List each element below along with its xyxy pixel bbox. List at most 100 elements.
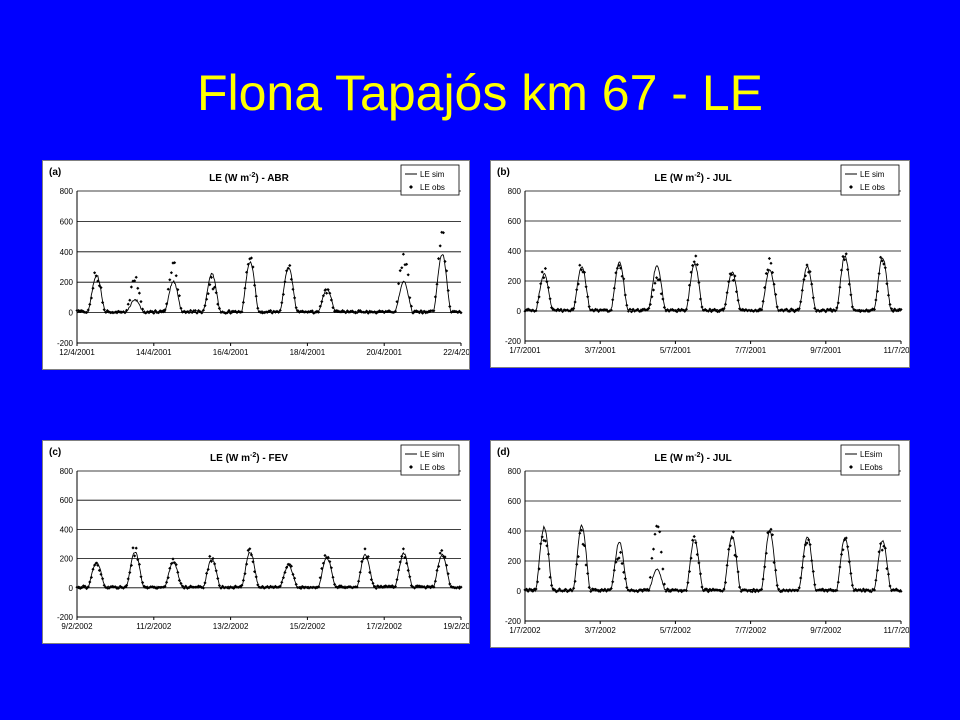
data-point xyxy=(675,310,679,314)
data-point xyxy=(254,294,258,298)
data-point xyxy=(214,291,218,295)
data-point xyxy=(320,300,324,304)
data-point xyxy=(869,308,873,312)
data-point xyxy=(767,529,771,533)
chart-title: LE (W m-2) - FEV xyxy=(210,452,288,464)
data-point xyxy=(225,586,229,590)
data-point xyxy=(882,262,886,266)
data-point xyxy=(240,310,244,314)
data-point xyxy=(325,556,329,560)
data-point xyxy=(615,266,619,270)
x-tick-label: 13/2/2002 xyxy=(213,622,249,631)
chart-title-pre: LE (W m xyxy=(209,173,249,184)
data-point xyxy=(891,588,895,592)
data-point xyxy=(445,269,449,273)
data-point xyxy=(653,532,657,536)
data-point xyxy=(198,310,202,314)
data-point xyxy=(750,309,754,313)
data-point xyxy=(802,554,806,558)
data-point xyxy=(443,259,447,264)
data-point xyxy=(648,575,652,579)
data-point xyxy=(126,302,130,306)
data-point xyxy=(182,586,186,590)
data-point xyxy=(406,568,410,572)
data-point xyxy=(150,585,154,589)
data-point xyxy=(883,546,887,550)
series-line-le-sim xyxy=(76,254,462,315)
data-point xyxy=(166,287,170,291)
data-point xyxy=(206,292,210,296)
data-point xyxy=(808,543,812,547)
data-point xyxy=(891,309,895,313)
x-tick-label: 7/7/2002 xyxy=(735,626,767,635)
y-tick-label: 0 xyxy=(517,587,522,596)
y-tick-label: 600 xyxy=(60,496,74,505)
data-point xyxy=(289,277,293,281)
data-point xyxy=(821,587,825,591)
data-point xyxy=(449,585,453,589)
data-point xyxy=(828,307,833,311)
data-point xyxy=(885,567,889,571)
data-point xyxy=(694,541,698,545)
data-point xyxy=(128,570,132,575)
data-point xyxy=(254,575,258,579)
data-point xyxy=(752,587,756,591)
data-point xyxy=(331,306,335,310)
data-point xyxy=(400,554,404,558)
data-point xyxy=(85,586,89,591)
panel-label: (a) xyxy=(49,167,61,178)
data-point xyxy=(189,308,193,313)
y-tick-label: 600 xyxy=(508,497,522,506)
data-point xyxy=(446,289,450,293)
data-point xyxy=(371,581,375,585)
chart-title-pre: LE (W m xyxy=(654,173,694,184)
data-point xyxy=(723,580,728,585)
data-point xyxy=(691,538,695,542)
data-point xyxy=(727,547,731,551)
data-point xyxy=(799,300,803,304)
data-point xyxy=(582,544,587,548)
data-point xyxy=(222,586,226,590)
data-point xyxy=(833,309,837,313)
data-point xyxy=(789,589,793,593)
data-point xyxy=(373,584,377,589)
data-point xyxy=(257,585,261,589)
data-point xyxy=(165,302,169,306)
data-point xyxy=(697,561,701,565)
y-tick-label: 200 xyxy=(508,277,522,286)
data-point xyxy=(603,587,607,591)
data-point xyxy=(190,310,194,314)
data-point xyxy=(243,572,247,576)
data-point xyxy=(205,297,209,301)
data-point xyxy=(168,278,172,282)
data-point xyxy=(366,311,370,315)
data-point xyxy=(102,583,106,587)
data-point xyxy=(341,585,345,589)
data-point xyxy=(251,560,255,564)
legend-point-swatch xyxy=(409,185,413,189)
data-point xyxy=(433,295,437,299)
legend-box xyxy=(840,164,900,196)
data-point xyxy=(448,582,452,586)
data-point xyxy=(179,581,183,586)
data-point xyxy=(187,586,191,590)
legend-label-sim: LE sim xyxy=(420,450,445,459)
data-point xyxy=(318,576,322,580)
data-point xyxy=(107,586,111,590)
data-point xyxy=(280,301,284,305)
legend-box xyxy=(400,444,460,476)
data-point xyxy=(550,583,554,587)
data-point xyxy=(213,562,217,566)
data-point xyxy=(626,588,630,592)
legend-box xyxy=(400,164,460,196)
data-point xyxy=(733,274,737,278)
data-point xyxy=(570,589,574,593)
data-point xyxy=(201,586,205,590)
data-point xyxy=(535,300,540,304)
data-point xyxy=(126,577,130,581)
data-point xyxy=(736,298,740,302)
chart-panel-a: -200 0 200 400 600 800 12/4/2001 14/4/2001 16/4/… xyxy=(42,160,470,370)
data-point xyxy=(734,290,739,294)
data-point xyxy=(393,309,397,313)
data-point xyxy=(145,586,149,590)
